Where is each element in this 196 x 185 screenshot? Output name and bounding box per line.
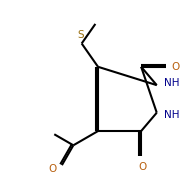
Text: NH: NH — [164, 110, 179, 120]
Text: S: S — [77, 30, 83, 40]
Text: O: O — [138, 162, 146, 172]
Text: O: O — [48, 164, 56, 174]
Text: NH: NH — [164, 78, 179, 88]
Text: O: O — [172, 62, 180, 72]
